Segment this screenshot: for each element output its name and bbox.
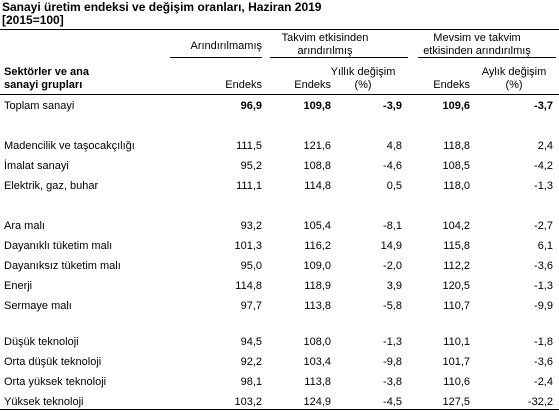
subtitle: [2015=100] bbox=[2, 13, 64, 27]
cell: 124,9 bbox=[303, 396, 331, 408]
cell: 0,5 bbox=[386, 180, 402, 192]
cell: 109,8 bbox=[303, 100, 331, 112]
cell: 110,1 bbox=[443, 336, 470, 348]
cell: 4,8 bbox=[386, 140, 402, 152]
cell: -3,9 bbox=[383, 100, 402, 112]
cell: 92,2 bbox=[240, 356, 262, 368]
column-header: Endeks bbox=[294, 79, 331, 91]
cell: -3,8 bbox=[383, 376, 402, 388]
cell: 103,2 bbox=[234, 396, 262, 408]
cell: -3,6 bbox=[534, 356, 553, 368]
cell: -5,8 bbox=[383, 300, 402, 312]
row-label: Orta düşük teknoloji bbox=[4, 356, 102, 368]
rule bbox=[270, 57, 408, 58]
cell: 118,8 bbox=[443, 140, 470, 152]
cell: 121,6 bbox=[303, 140, 331, 152]
cell: 116,2 bbox=[304, 240, 331, 252]
rule bbox=[170, 57, 262, 58]
row-label: Yüksek teknoloji bbox=[4, 396, 84, 408]
row-label: Düşük teknoloji bbox=[4, 336, 79, 348]
column-header: Aylık değişim (%) bbox=[481, 66, 547, 91]
cell: 95,2 bbox=[240, 160, 262, 172]
column-header: Endeks bbox=[433, 79, 470, 91]
cell: -2,0 bbox=[383, 260, 402, 272]
cell: -3,7 bbox=[534, 100, 553, 112]
row-label: Orta yüksek teknoloji bbox=[4, 376, 107, 388]
cell: -4,6 bbox=[383, 160, 402, 172]
row-label: Ara malı bbox=[4, 220, 45, 232]
cell: -1,3 bbox=[383, 336, 402, 348]
cell: -1,8 bbox=[534, 336, 553, 348]
cell: -3,6 bbox=[534, 260, 553, 272]
cell: 109,6 bbox=[442, 100, 470, 112]
cell: -32,2 bbox=[527, 396, 553, 408]
column-header: Endeks bbox=[225, 79, 262, 91]
rule bbox=[418, 57, 556, 58]
row-label: Dayanıksız tüketim malı bbox=[4, 260, 121, 272]
cell: 115,8 bbox=[443, 240, 470, 252]
row-label: Elektrik, gaz, buhar bbox=[4, 180, 99, 192]
cell: 111,5 bbox=[236, 140, 262, 152]
cell: 114,8 bbox=[235, 280, 262, 292]
cell: 108,0 bbox=[303, 336, 331, 348]
cell: 98,1 bbox=[240, 376, 262, 388]
cell: 101,3 bbox=[234, 240, 262, 252]
cell: -4,2 bbox=[534, 160, 553, 172]
row-label: İmalat sanayi bbox=[4, 160, 69, 172]
row-label: Toplam sanayi bbox=[4, 100, 75, 112]
cell: 103,4 bbox=[303, 356, 331, 368]
cell: 111,1 bbox=[236, 180, 262, 192]
cell: 14,9 bbox=[380, 240, 402, 252]
row-label: Sermaye malı bbox=[4, 300, 72, 312]
cell: 101,7 bbox=[442, 356, 470, 368]
cell: 6,1 bbox=[537, 240, 553, 252]
cell: 94,5 bbox=[240, 336, 262, 348]
cell: -2,4 bbox=[534, 376, 553, 388]
cell: 95,0 bbox=[240, 260, 262, 272]
cell: 110,6 bbox=[443, 376, 470, 388]
rule bbox=[0, 29, 559, 30]
cell: 120,5 bbox=[442, 280, 470, 292]
cell: 2,4 bbox=[537, 140, 553, 152]
cell: 93,2 bbox=[240, 220, 262, 232]
row-label: Enerji bbox=[4, 280, 33, 292]
rule bbox=[0, 94, 559, 95]
cell: -2,7 bbox=[534, 220, 553, 232]
cell: 108,8 bbox=[303, 160, 331, 172]
cell: 127,5 bbox=[442, 396, 470, 408]
cell: 112,2 bbox=[443, 260, 470, 272]
cell: 110,7 bbox=[443, 300, 470, 312]
cell: 96,9 bbox=[240, 100, 262, 112]
cell: 118,0 bbox=[443, 180, 470, 192]
cell: -9,8 bbox=[383, 356, 402, 368]
cell: -1,3 bbox=[534, 280, 553, 292]
group-header: Mevsim ve takvim etkisinden arındırılmış bbox=[423, 32, 531, 57]
cell: -4,5 bbox=[383, 396, 402, 408]
title: Sanayi üretim endeksi ve değişim oranlar… bbox=[2, 0, 322, 14]
cell: 118,9 bbox=[304, 280, 331, 292]
rule bbox=[0, 409, 559, 410]
cell: 113,8 bbox=[304, 300, 331, 312]
row-header: Sektörler ve ana sanayi grupları bbox=[4, 66, 89, 91]
cell: 114,8 bbox=[304, 180, 331, 192]
group-header: Arındırılmamış bbox=[190, 40, 262, 52]
cell: -1,3 bbox=[534, 180, 553, 192]
row-label: Madencilik ve taşocakçılığı bbox=[4, 140, 135, 152]
cell: 97,7 bbox=[240, 300, 262, 312]
column-header: Yıllık değişim (%) bbox=[330, 66, 396, 91]
row-label: Dayanıklı tüketim malı bbox=[4, 240, 113, 252]
cell: -8,1 bbox=[383, 220, 402, 232]
group-header: Takvim etkisinden arındırılmış bbox=[281, 32, 369, 57]
cell: 104,2 bbox=[442, 220, 470, 232]
cell: -9,9 bbox=[534, 300, 553, 312]
cell: 3,9 bbox=[386, 280, 402, 292]
cell: 105,4 bbox=[303, 220, 331, 232]
cell: 109,0 bbox=[303, 260, 331, 272]
cell: 113,8 bbox=[304, 376, 331, 388]
cell: 108,5 bbox=[442, 160, 470, 172]
